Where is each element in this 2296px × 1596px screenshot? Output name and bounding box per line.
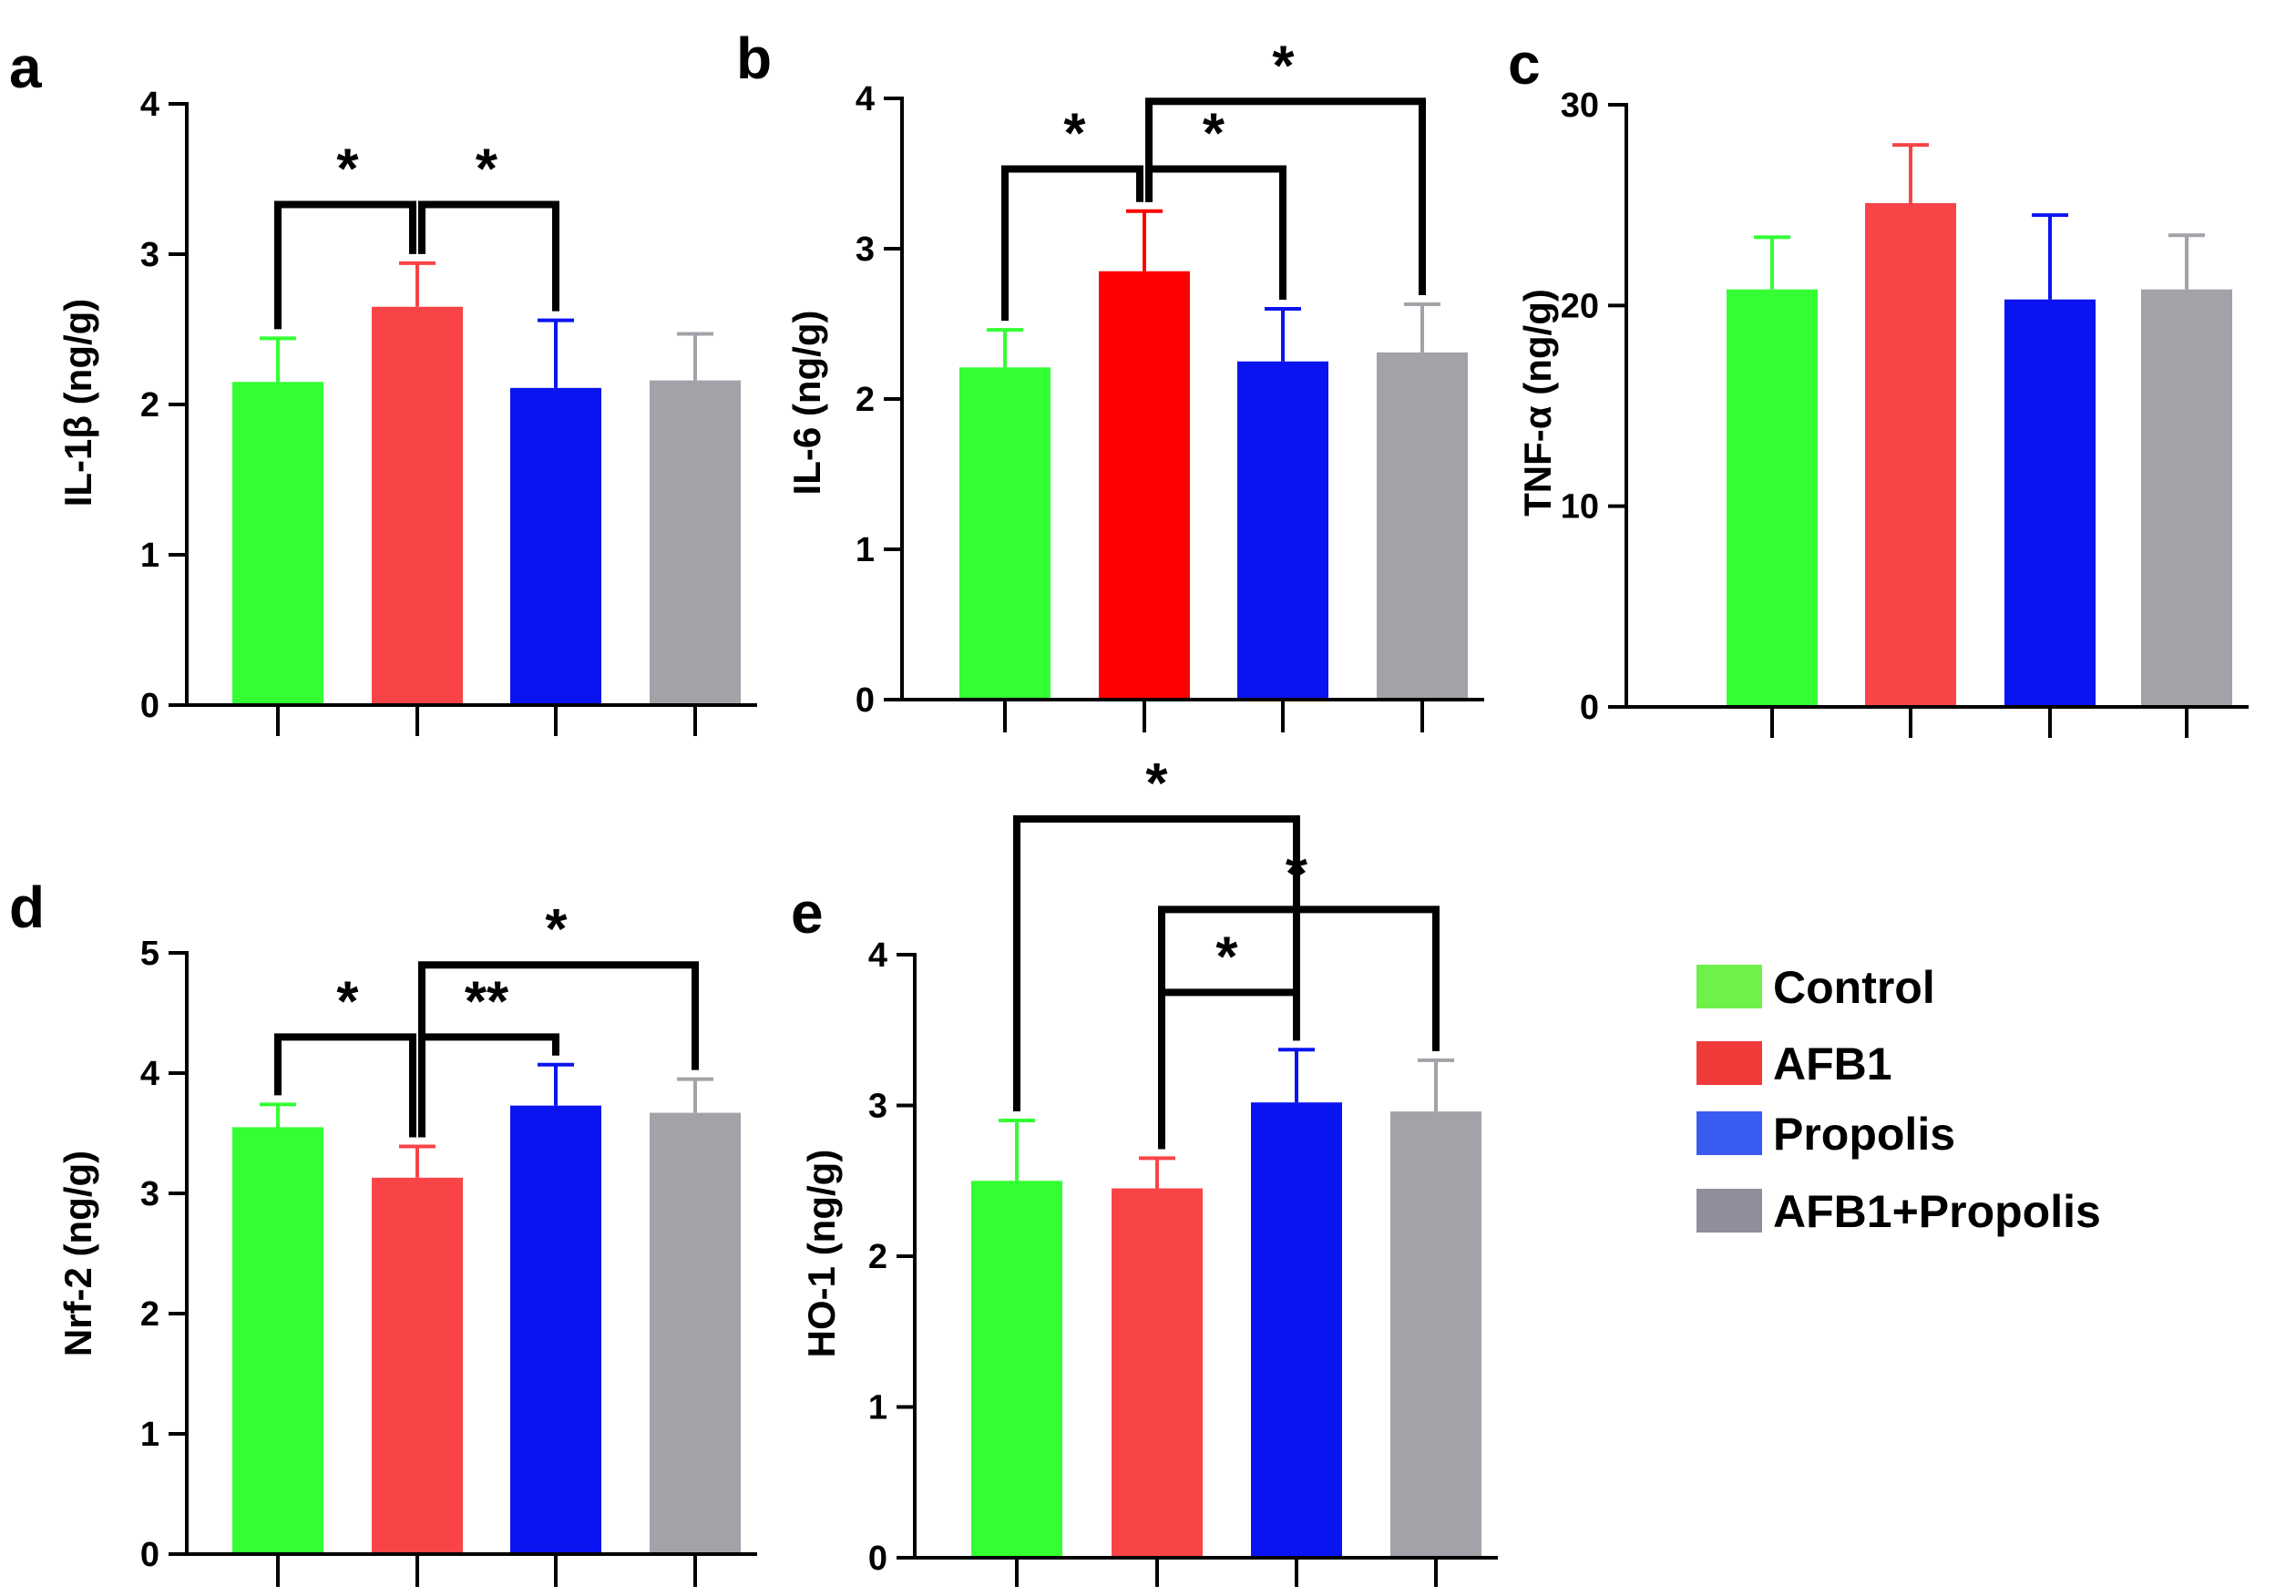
y-tick-label-c-10: 10 [1561, 488, 1599, 527]
y-axis-title-c: TNF-α (ng/g) [1516, 289, 1559, 517]
y-tick-label-c-0: 0 [1580, 689, 1599, 727]
significance-label-d-1: * [336, 970, 359, 1033]
significance-label-d-3: * [545, 898, 568, 961]
bar-d-afb1-propolis [650, 1112, 741, 1554]
panel-c: c TNF-α (ng/g) 0 10 20 30 [1508, 31, 2249, 738]
panel-letter-c: c [1508, 31, 1541, 97]
bar-e-propolis [1251, 1102, 1342, 1558]
panel-letter-b: b [736, 26, 772, 91]
significance-label-d-2: ** [465, 970, 509, 1033]
bar-b-afb1-propolis [1377, 352, 1468, 700]
significance-label-b-2: * [1203, 103, 1225, 166]
legend-item-control: Control [1696, 962, 1935, 1013]
panel-b: b IL-6 (ng/g) 0 1 2 3 4 * * * [736, 26, 1484, 732]
bar-b-control [959, 367, 1051, 700]
legend-label-afb1-propolis: AFB1+Propolis [1773, 1186, 2101, 1237]
y-tick-label-b-2: 2 [856, 381, 875, 419]
y-tick-label-d-2: 2 [140, 1295, 159, 1334]
y-axis-title-d: Nrf-2 (ng/g) [56, 1151, 99, 1356]
bar-b-propolis [1237, 361, 1328, 700]
y-tick-label-b-0: 0 [856, 681, 875, 720]
significance-label-a-2: * [476, 138, 498, 201]
legend-label-propolis: Propolis [1773, 1109, 1955, 1160]
significance-bracket-d-1 [274, 1033, 416, 1138]
y-tick-label-e-2: 2 [868, 1238, 887, 1276]
y-tick-label-e-0: 0 [868, 1540, 887, 1578]
panel-e: e HO-1 (ng/g) 0 1 2 3 4 * * * [791, 752, 1498, 1587]
y-axis-title-a: IL-1β (ng/g) [56, 299, 99, 507]
bar-e-afb1 [1112, 1188, 1203, 1558]
significance-label-b-3: * [1272, 35, 1295, 97]
y-tick-label-d-5: 5 [140, 935, 159, 973]
significance-bracket-e-3 [1158, 905, 1440, 1150]
significance-label-b-1: * [1063, 103, 1086, 166]
significance-label-e-1: * [1145, 752, 1168, 815]
legend-swatch-afb1-propolis [1696, 1189, 1762, 1233]
bar-d-propolis [510, 1105, 601, 1554]
bar-d-control [232, 1127, 323, 1554]
bar-c-afb1-propolis [2141, 289, 2232, 707]
panel-letter-e: e [791, 880, 824, 946]
bar-a-control [232, 382, 323, 705]
significance-bracket-b-1 [1001, 165, 1143, 322]
y-axis-title-b: IL-6 (ng/g) [785, 311, 828, 496]
legend-label-control: Control [1773, 962, 1935, 1013]
y-tick-label-a-3: 3 [140, 236, 159, 274]
bar-a-afb1-propolis [650, 380, 741, 705]
bar-c-control [1727, 289, 1818, 707]
significance-bracket-b-3 [1145, 97, 1426, 296]
panel-letter-d: d [9, 875, 45, 940]
bar-a-afb1 [372, 306, 463, 705]
bar-c-afb1 [1865, 202, 1956, 708]
bar-a-propolis [510, 387, 601, 705]
y-tick-label-a-1: 1 [140, 537, 159, 575]
y-tick-label-a-2: 2 [140, 386, 159, 425]
y-tick-label-d-4: 4 [140, 1055, 159, 1093]
y-tick-label-d-1: 1 [140, 1416, 159, 1454]
y-tick-label-e-1: 1 [868, 1389, 887, 1427]
bar-e-control [971, 1181, 1062, 1558]
bar-b-afb1 [1099, 271, 1190, 700]
y-tick-label-d-0: 0 [140, 1536, 159, 1574]
bar-d-afb1 [372, 1177, 463, 1554]
legend-item-afb1-propolis: AFB1+Propolis [1696, 1186, 2101, 1237]
y-tick-label-b-1: 1 [856, 531, 875, 569]
panel-a: a IL-1β (ng/g) 0 1 2 3 4 * * [9, 35, 757, 736]
significance-label-a-1: * [336, 138, 359, 201]
legend: Control AFB1 Propolis AFB1+Propolis [1696, 962, 2101, 1237]
y-tick-label-b-4: 4 [856, 80, 875, 118]
legend-swatch-afb1 [1696, 1041, 1762, 1085]
significance-bracket-a-2 [418, 200, 559, 312]
legend-swatch-propolis [1696, 1111, 1762, 1155]
legend-item-propolis: Propolis [1696, 1109, 1955, 1160]
significance-bracket-e-1 [1013, 815, 1300, 1112]
significance-bracket-d-3 [418, 961, 699, 1138]
legend-swatch-control [1696, 965, 1762, 1008]
legend-label-afb1: AFB1 [1773, 1038, 1892, 1090]
y-axis-title-e: HO-1 (ng/g) [800, 1150, 843, 1358]
significance-bracket-a-1 [274, 200, 416, 330]
panel-letter-a: a [9, 35, 42, 100]
significance-label-e-3: * [1286, 843, 1308, 905]
y-tick-label-b-3: 3 [856, 230, 875, 269]
y-tick-label-d-3: 3 [140, 1175, 159, 1213]
legend-item-afb1: AFB1 [1696, 1038, 1892, 1090]
significance-label-e-2: * [1215, 926, 1238, 988]
y-tick-label-c-20: 20 [1561, 287, 1599, 325]
bar-e-afb1-propolis [1390, 1111, 1481, 1558]
y-tick-label-a-0: 0 [140, 687, 159, 725]
y-tick-label-a-4: 4 [140, 86, 159, 124]
bar-c-propolis [2004, 299, 2096, 707]
y-tick-label-e-4: 4 [868, 936, 887, 975]
y-tick-label-e-3: 3 [868, 1088, 887, 1126]
y-tick-label-c-30: 30 [1561, 87, 1599, 125]
